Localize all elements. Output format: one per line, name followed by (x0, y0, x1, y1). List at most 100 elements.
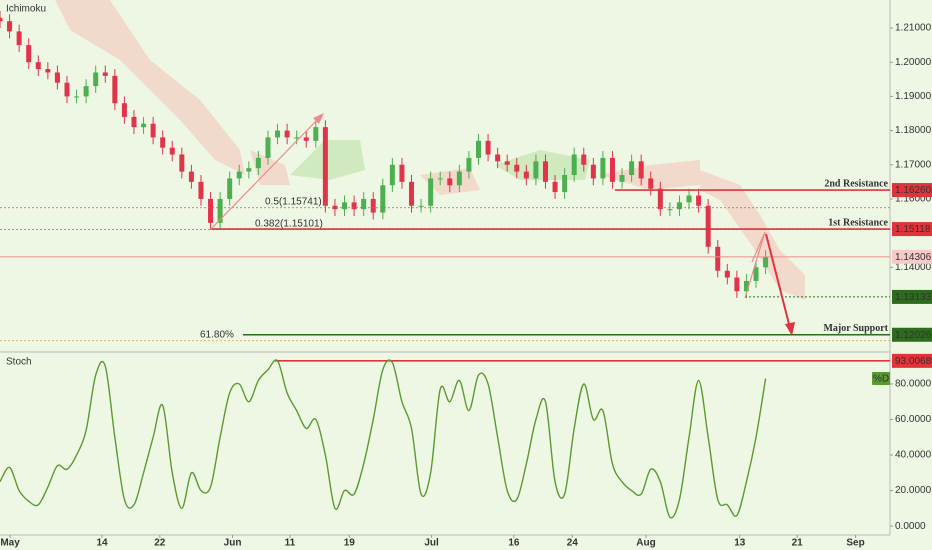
candle-body (495, 154, 501, 162)
x-tick-label: 13 (734, 538, 746, 549)
candle-body (313, 127, 319, 141)
candle-body (609, 157, 615, 182)
stoch-line (0, 359, 767, 519)
price-label-box (892, 353, 932, 368)
candle-body (179, 154, 185, 172)
level-name: 1st Resistance (828, 217, 888, 228)
candle-body (696, 195, 702, 206)
candle-body (227, 178, 233, 199)
x-tick-label: 16 (508, 538, 520, 549)
candle-body (743, 280, 749, 292)
y-tick-label: 1.16000 (895, 194, 932, 205)
price-label: 1.14306 (895, 252, 932, 263)
candle-body (54, 72, 60, 83)
indicator-label: Ichimoku (6, 4, 46, 15)
candle-body (93, 72, 99, 87)
candle-body (571, 154, 577, 175)
arrow-head (313, 113, 324, 124)
candle-body (217, 198, 223, 223)
candle-body (26, 45, 32, 63)
candle-body (581, 154, 587, 165)
price-label-box (892, 249, 932, 264)
y-tick-label: 60.0000 (895, 414, 932, 425)
x-tick-label: 24 (567, 538, 579, 549)
candle-body (35, 62, 41, 70)
price-label-box (892, 222, 932, 237)
candle-body (667, 209, 673, 211)
x-tick-label: Jun (224, 538, 242, 549)
price-label: 1.15118 (895, 224, 931, 235)
candle-body (466, 157, 472, 172)
x-tick-label: 14 (96, 538, 108, 549)
candle-body (562, 175, 568, 193)
y-tick-label: 40.0000 (895, 450, 932, 461)
candle-body (0, 17, 3, 22)
candle-body (409, 181, 415, 206)
price-label-box (892, 183, 932, 198)
candle-body (102, 72, 108, 76)
candle-body (504, 161, 510, 165)
y-tick-label: 0.0000 (895, 521, 926, 532)
candle-body (619, 175, 625, 182)
candle-body (590, 164, 596, 179)
candle-body (246, 168, 252, 172)
candle-body (542, 161, 548, 182)
x-tick-label: May (0, 538, 20, 549)
price-label: 1.12026 (895, 330, 932, 341)
candle-body (351, 202, 357, 210)
y-tick-label: 1.17000 (895, 159, 932, 170)
x-tick-label: Aug (636, 538, 655, 549)
candle-body (600, 157, 606, 179)
cloud (495, 150, 590, 180)
candle-body (676, 202, 682, 210)
candle-body (198, 181, 204, 199)
trend-arrow (209, 116, 321, 231)
x-tick-label: 11 (285, 538, 296, 549)
candle-body (64, 82, 70, 97)
candle-body (533, 161, 539, 179)
price-label: 1.16260 (895, 185, 932, 196)
candle-body (275, 130, 281, 138)
cloud (600, 160, 700, 190)
candle-body (456, 171, 462, 186)
candle-body (294, 137, 300, 139)
price-label-box (892, 289, 932, 304)
candle-body (332, 205, 338, 210)
candle-body (428, 178, 434, 206)
level-name: Major Support (823, 323, 888, 334)
candle-body (112, 75, 118, 104)
y-tick-label: 1.21000 (895, 23, 932, 34)
candle-body (715, 246, 721, 271)
candle-body (361, 198, 367, 210)
candle-body (131, 116, 137, 128)
candle-body (265, 137, 271, 158)
candle-body (437, 178, 443, 180)
candle-body (16, 31, 22, 46)
candle-body (514, 164, 520, 172)
candle-body (322, 127, 328, 206)
drawings (209, 113, 795, 336)
candle-body (7, 21, 13, 32)
candle-body (255, 157, 261, 169)
candle-body (724, 270, 730, 278)
projection-arrow (765, 233, 791, 329)
candle-body (83, 86, 89, 97)
candle-body (303, 137, 309, 141)
candle-body (284, 130, 290, 138)
candle-body (638, 161, 644, 179)
candle-body (657, 188, 663, 210)
candle-body (208, 198, 214, 223)
candle-body (447, 178, 453, 186)
candle-body (686, 195, 692, 203)
candle-body (418, 205, 424, 207)
y-tick-label: 1.20000 (895, 57, 932, 68)
y-tick-label: 1.14000 (895, 262, 932, 273)
y-tick-label: 1.18000 (895, 125, 932, 136)
candle-body (523, 171, 529, 179)
price-label: 1.13133 (895, 292, 932, 303)
price-label-box (892, 327, 932, 342)
candle-body (629, 161, 635, 175)
candle-body (734, 277, 740, 292)
candle-body (169, 147, 175, 155)
